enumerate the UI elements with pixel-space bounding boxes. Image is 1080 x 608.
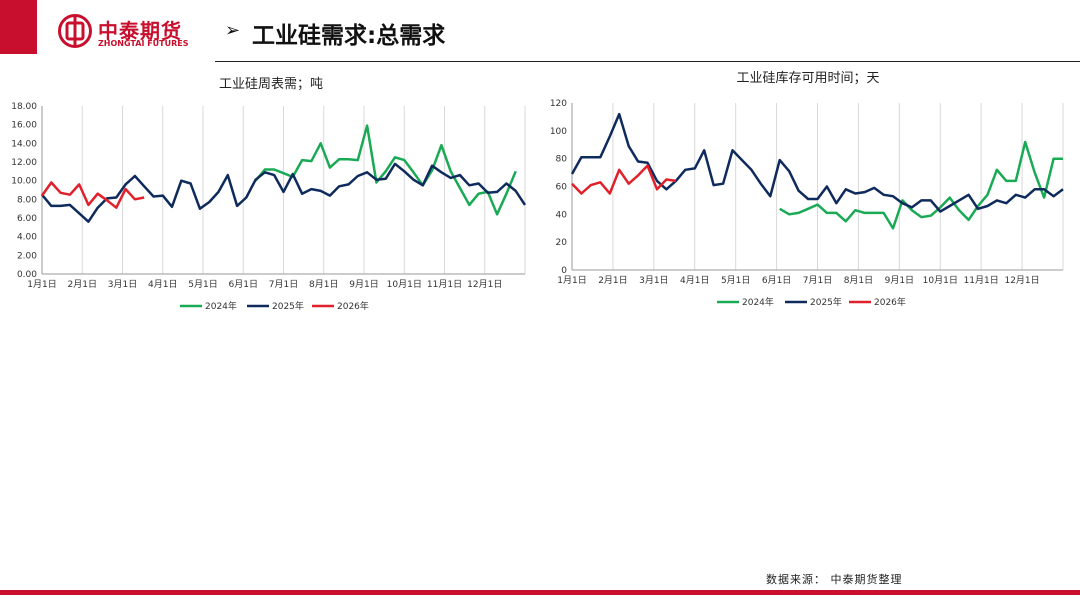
inventory-y-tick-label: 80 <box>556 155 568 165</box>
demand-y-tick-label: 16.00 <box>11 121 37 131</box>
inventory-series-line-2024 <box>779 140 1063 230</box>
inventory-legend-label: 2026年 <box>874 296 906 308</box>
demand-y-tick-label: 6.00 <box>17 214 37 224</box>
inventory-x-tick-label: 12月1日 <box>1004 275 1039 286</box>
demand-series-line-2026 <box>40 181 145 209</box>
inventory-x-tick-label: 11月1日 <box>964 275 999 286</box>
inventory-y-tick-label: 20 <box>556 238 568 248</box>
demand-x-tick-label: 9月1日 <box>349 279 378 290</box>
inventory-x-tick-label: 7月1日 <box>803 275 832 286</box>
company-logo: 中泰期货 ZHONGTAI FUTURES <box>58 14 198 50</box>
demand-x-tick-label: 4月1日 <box>148 279 177 290</box>
demand-y-tick-label: 18.00 <box>11 102 37 112</box>
demand-chart-title: 工业硅周表需；吨 <box>219 77 323 92</box>
demand-legend-label: 2026年 <box>337 300 369 312</box>
inventory-y-tick-label: 60 <box>556 183 568 193</box>
inventory-y-tick-label: 100 <box>550 127 567 137</box>
demand-x-tick-label: 7月1日 <box>269 279 298 290</box>
logo-text-cn: 中泰期货 <box>98 19 182 43</box>
inventory-legend-label: 2025年 <box>810 296 842 308</box>
demand-x-tick-label: 2月1日 <box>68 279 97 290</box>
inventory-y-tick-label: 0 <box>561 266 567 276</box>
zhongtai-logo-icon <box>58 14 92 48</box>
inventory-days-chart: 工业硅库存可用时间；天 1月1日 2月1日 3月1日 4月1日 5月1日 6月1日 7月1日 8… <box>540 66 1080 326</box>
demand-series-line-2025 <box>41 162 527 223</box>
demand-y-tick-label: 10.00 <box>11 177 37 187</box>
inventory-series-line-2025 <box>570 112 1064 213</box>
inventory-y-tick-label: 40 <box>556 210 568 220</box>
demand-y-tick-label: 14.00 <box>11 139 37 149</box>
weekly-demand-chart-svg: 工业硅周表需；吨 1月1日 2月1日 3月1日 4月1日 5月1日 6月1日 7月1日 8月1日… <box>11 77 527 312</box>
demand-legend-label: 2025年 <box>272 300 304 312</box>
inventory-x-tick-label: 6月1日 <box>762 275 791 286</box>
inventory-x-tick-label: 3月1日 <box>639 275 668 286</box>
data-source-note: 数据来源： 中泰期货整理 <box>766 573 903 586</box>
inventory-x-tick-label: 10月1日 <box>923 275 958 286</box>
title-arrow-icon: ➢ <box>225 20 241 41</box>
inventory-y-tick-label: 120 <box>550 99 567 109</box>
logo-text-en: ZHONGTAI FUTURES <box>98 39 189 48</box>
inventory-chart-title: 工业硅库存可用时间；天 <box>736 70 879 86</box>
demand-legend-label: 2024年 <box>205 300 237 312</box>
inventory-x-tick-label: 2月1日 <box>598 275 627 286</box>
inventory-x-tick-label: 9月1日 <box>885 275 914 286</box>
page-title: 工业硅需求:总需求 <box>252 23 446 49</box>
demand-x-tick-label: 3月1日 <box>108 279 137 290</box>
demand-x-tick-label: 6月1日 <box>229 279 258 290</box>
inventory-x-tick-label: 8月1日 <box>844 275 873 286</box>
demand-y-tick-label: 8.00 <box>17 195 37 205</box>
demand-x-tick-label: 11月1日 <box>427 279 462 290</box>
demand-y-tick-label: 12.00 <box>11 158 37 168</box>
footer-bar <box>0 590 1080 595</box>
weekly-demand-chart: 工业硅周表需；吨 1月1日 2月1日 3月1日 4月1日 5月1日 6月1日 7月1日 8月1日… <box>0 66 540 326</box>
inventory-x-tick-label: 5月1日 <box>721 275 750 286</box>
demand-y-tick-label: 2.00 <box>17 251 37 261</box>
inventory-series-line-2026 <box>571 164 677 195</box>
demand-series-line-2024 <box>254 124 517 216</box>
demand-x-tick-label: 5月1日 <box>188 279 217 290</box>
demand-y-tick-label: 4.00 <box>17 233 37 243</box>
inventory-legend-label: 2024年 <box>742 296 774 308</box>
header-divider <box>215 61 1080 62</box>
demand-y-tick-label: 0.00 <box>17 270 37 280</box>
demand-x-tick-label: 1月1日 <box>27 279 56 290</box>
demand-x-tick-label: 10月1日 <box>387 279 422 290</box>
inventory-days-chart-svg: 工业硅库存可用时间；天 1月1日 2月1日 3月1日 4月1日 5月1日 6月1日 7月1日 8… <box>550 70 1064 308</box>
brand-accent-bar <box>0 0 37 54</box>
inventory-x-tick-label: 1月1日 <box>557 275 586 286</box>
demand-x-tick-label: 12月1日 <box>467 279 502 290</box>
demand-x-tick-label: 8月1日 <box>309 279 338 290</box>
inventory-x-tick-label: 4月1日 <box>680 275 709 286</box>
